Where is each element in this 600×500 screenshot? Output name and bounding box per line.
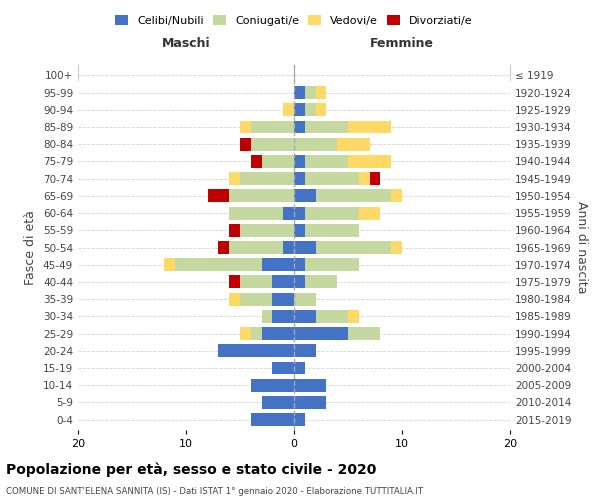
Bar (240, 172, 294, 185)
Bar (272, 292, 294, 306)
Bar (218, 344, 294, 358)
Bar (294, 258, 305, 271)
Bar (305, 276, 337, 288)
Bar (348, 310, 359, 323)
Bar (229, 292, 240, 306)
Bar (240, 138, 251, 150)
Bar (294, 224, 305, 236)
Bar (316, 310, 348, 323)
Bar (370, 172, 380, 185)
Bar (240, 224, 294, 236)
Bar (283, 104, 294, 116)
Bar (348, 327, 380, 340)
Bar (229, 190, 294, 202)
Bar (316, 86, 326, 99)
Bar (272, 362, 294, 374)
Bar (294, 276, 305, 288)
Bar (294, 190, 316, 202)
Bar (316, 190, 391, 202)
Bar (272, 276, 294, 288)
Bar (305, 206, 359, 220)
Text: COMUNE DI SANT'ELENA SANNITA (IS) - Dati ISTAT 1° gennaio 2020 - Elaborazione TU: COMUNE DI SANT'ELENA SANNITA (IS) - Dati… (6, 488, 423, 496)
Bar (305, 120, 348, 134)
Bar (294, 396, 326, 409)
Bar (294, 362, 305, 374)
Bar (229, 224, 240, 236)
Bar (305, 155, 348, 168)
Bar (305, 104, 316, 116)
Bar (348, 155, 391, 168)
Bar (251, 327, 262, 340)
Bar (251, 413, 294, 426)
Bar (251, 120, 294, 134)
Bar (305, 224, 359, 236)
Bar (294, 104, 305, 116)
Bar (294, 379, 326, 392)
Bar (272, 310, 294, 323)
Bar (359, 172, 370, 185)
Bar (294, 138, 337, 150)
Bar (262, 258, 294, 271)
Bar (208, 190, 229, 202)
Bar (294, 155, 305, 168)
Bar (305, 258, 359, 271)
Y-axis label: Fasce di età: Fasce di età (25, 210, 37, 285)
Bar (294, 292, 316, 306)
Bar (251, 155, 262, 168)
Bar (316, 104, 326, 116)
Bar (164, 258, 175, 271)
Bar (294, 310, 316, 323)
Bar (337, 138, 370, 150)
Text: Popolazione per età, sesso e stato civile - 2020: Popolazione per età, sesso e stato civil… (6, 462, 376, 477)
Bar (262, 396, 294, 409)
Bar (294, 344, 316, 358)
Bar (294, 172, 305, 185)
Bar (218, 241, 229, 254)
Bar (294, 241, 316, 254)
Bar (229, 276, 240, 288)
Bar (283, 241, 294, 254)
Bar (251, 379, 294, 392)
Text: Femmine: Femmine (370, 38, 434, 51)
Bar (294, 413, 305, 426)
Bar (251, 138, 294, 150)
Bar (240, 292, 272, 306)
Bar (175, 258, 262, 271)
Bar (262, 327, 294, 340)
Bar (359, 206, 380, 220)
Bar (294, 86, 305, 99)
Bar (229, 241, 283, 254)
Text: Maschi: Maschi (161, 38, 211, 51)
Y-axis label: Anni di nascita: Anni di nascita (575, 201, 588, 294)
Bar (294, 327, 348, 340)
Bar (283, 206, 294, 220)
Bar (305, 86, 316, 99)
Bar (240, 327, 251, 340)
Legend: Celibi/Nubili, Coniugati/e, Vedovi/e, Divorziati/e: Celibi/Nubili, Coniugati/e, Vedovi/e, Di… (112, 12, 476, 29)
Bar (305, 172, 359, 185)
Bar (229, 206, 283, 220)
Bar (229, 172, 240, 185)
Bar (240, 120, 251, 134)
Bar (294, 120, 305, 134)
Bar (391, 241, 402, 254)
Bar (294, 206, 305, 220)
Bar (262, 155, 294, 168)
Bar (316, 241, 391, 254)
Bar (391, 190, 402, 202)
Bar (240, 276, 272, 288)
Bar (262, 310, 272, 323)
Bar (348, 120, 391, 134)
